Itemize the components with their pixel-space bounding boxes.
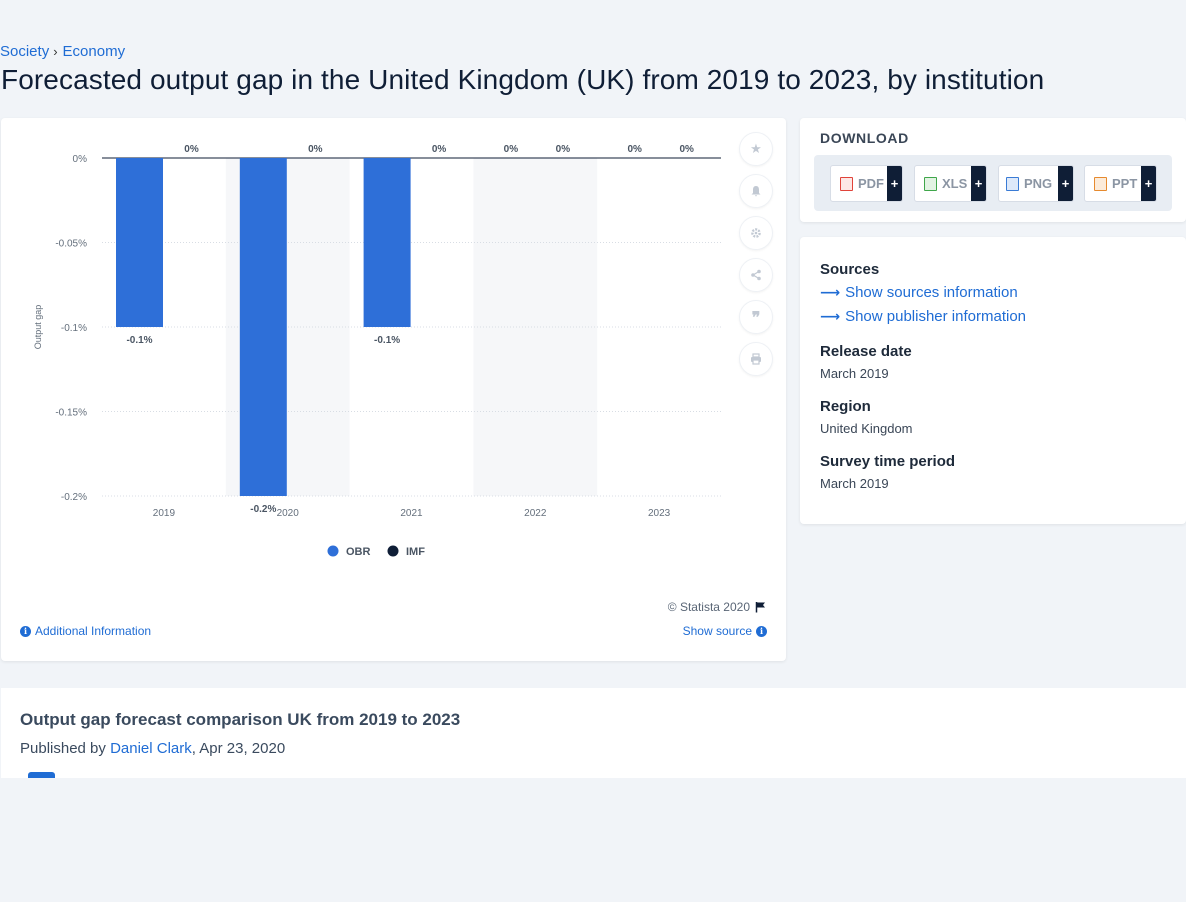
y-tick-label: -0.1% [61, 323, 87, 334]
show-publisher-label: Show publisher information [845, 308, 1027, 325]
plus-icon: + [1141, 166, 1156, 201]
download-ppt-button[interactable]: PPT + [1084, 165, 1157, 202]
bar-obr [239, 158, 287, 496]
download-card: DOWNLOAD PDF + XLS + PNG + PPT + [800, 118, 1186, 222]
show-sources-label: Show sources information [845, 284, 1018, 301]
published-date: , Apr 23, 2020 [191, 740, 286, 757]
region-value: United Kingdom [820, 421, 913, 436]
survey-period-heading: Survey time period [820, 453, 956, 470]
show-sources-link[interactable]: ⟶ Show sources information [820, 284, 1018, 301]
description-title: Output gap forecast comparison UK from 2… [20, 710, 461, 729]
credit-text: © Statista 2020 [667, 600, 750, 614]
legend-marker-obr [327, 545, 339, 557]
ppt-file-icon [1094, 176, 1107, 191]
share-icon[interactable] [739, 258, 773, 292]
legend-label: OBR [346, 546, 371, 558]
data-label: 0% [504, 144, 519, 155]
x-tick-label: 2019 [153, 508, 176, 519]
plus-icon: + [887, 166, 902, 201]
chart-toolbar: ★ ❞ [739, 132, 773, 384]
bar-obr [363, 158, 411, 327]
additional-information-link[interactable]: i Additional Information [20, 624, 151, 638]
data-label: -0.1% [374, 335, 400, 346]
accent-tab [28, 772, 55, 778]
published-prefix: Published by [20, 740, 111, 757]
legend-marker-imf [387, 545, 399, 557]
description-card: Output gap forecast comparison UK from 2… [1, 688, 1186, 778]
download-ppt-label: PPT [1112, 176, 1138, 191]
download-title: DOWNLOAD [820, 130, 909, 146]
data-label: -0.1% [126, 335, 152, 346]
download-xls-label: XLS [942, 176, 968, 191]
breadcrumb: Society › Economy [0, 43, 125, 60]
gear-icon[interactable] [739, 216, 773, 250]
author-link[interactable]: Daniel Clark [110, 740, 192, 757]
release-date-value: March 2019 [820, 366, 889, 381]
data-label: 0% [308, 144, 323, 155]
show-source-link[interactable]: Show source i [683, 624, 767, 638]
plot-band [473, 158, 598, 496]
chart-card: 0% -0.05% -0.1% -0.15% -0.2% Output gap -0.1% 0… [1, 118, 786, 661]
star-icon[interactable]: ★ [739, 132, 773, 166]
png-file-icon [1006, 176, 1019, 191]
breadcrumb-economy[interactable]: Economy [62, 43, 126, 60]
download-pdf-button[interactable]: PDF + [830, 165, 903, 202]
info-icon: i [756, 625, 767, 637]
data-label: 0% [432, 144, 447, 155]
plus-icon: + [1058, 166, 1073, 201]
x-tick-label: 2022 [524, 508, 547, 519]
statista-credit[interactable]: © Statista 2020 [668, 600, 766, 614]
flag-icon [755, 602, 765, 613]
download-png-button[interactable]: PNG + [998, 165, 1074, 202]
bar-obr [116, 158, 163, 327]
bell-icon[interactable] [739, 174, 773, 208]
legend-label: IMF [406, 546, 425, 558]
data-label: -0.2% [250, 504, 276, 515]
arrow-right-icon: ⟶ [820, 284, 841, 300]
quote-icon[interactable]: ❞ [739, 300, 773, 334]
arrow-right-icon: ⟶ [820, 308, 841, 324]
release-date-heading: Release date [820, 343, 912, 360]
download-buttons-row: PDF + XLS + PNG + PPT + [814, 155, 1172, 211]
download-png-label: PNG [1024, 176, 1053, 191]
sources-heading: Sources [820, 261, 880, 278]
y-tick-label: -0.05% [55, 239, 87, 250]
info-icon: i [20, 625, 31, 637]
y-axis-title: Output gap [33, 305, 43, 350]
show-publisher-link[interactable]: ⟶ Show publisher information [820, 308, 1026, 325]
bar-chart: 0% -0.05% -0.1% -0.15% -0.2% Output gap -0.1% 0… [33, 144, 721, 558]
data-label: 0% [556, 144, 571, 155]
download-pdf-label: PDF [858, 176, 884, 191]
x-tick-label: 2020 [277, 508, 300, 519]
page-title: Forecasted output gap in the United King… [1, 64, 1045, 95]
xls-file-icon [924, 176, 937, 191]
x-tick-label: 2023 [648, 508, 671, 519]
breadcrumb-society[interactable]: Society [0, 43, 50, 60]
y-tick-label: -0.15% [55, 408, 87, 419]
show-source-label: Show source [682, 624, 752, 638]
y-tick-label: 0% [73, 154, 88, 165]
statistic-details-card: Sources ⟶ Show sources information ⟶ Sho… [800, 237, 1186, 524]
survey-period-value: March 2019 [820, 476, 889, 491]
print-icon[interactable] [739, 342, 773, 376]
x-tick-label: 2021 [400, 508, 423, 519]
data-label: 0% [627, 144, 642, 155]
region-heading: Region [820, 398, 871, 415]
data-label: 0% [679, 144, 694, 155]
y-tick-label: -0.2% [61, 492, 87, 503]
additional-information-label: Additional Information [35, 624, 152, 638]
data-label: 0% [184, 144, 199, 155]
chevron-right-icon: › [53, 44, 58, 59]
pdf-file-icon [840, 176, 853, 191]
published-line: Published by Daniel Clark, Apr 23, 2020 [20, 740, 285, 757]
download-xls-button[interactable]: XLS + [914, 165, 987, 202]
plus-icon: + [971, 166, 986, 201]
